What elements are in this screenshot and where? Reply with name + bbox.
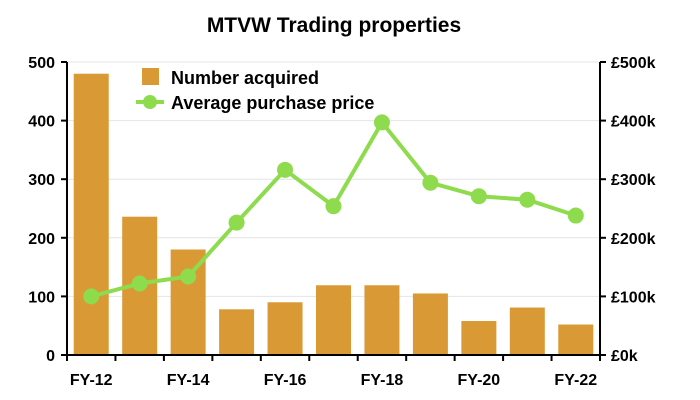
- y-right-tick-label: £500k: [611, 55, 656, 72]
- y-right-tick-label: £300k: [611, 172, 656, 189]
- legend-marker: [143, 95, 157, 109]
- point-fy-20: [470, 188, 487, 205]
- axes: [61, 61, 606, 361]
- legend: Number acquired Average purchase price: [136, 68, 374, 113]
- y-left-tick-label: 0: [46, 348, 55, 365]
- y-right-tick-label: £200k: [611, 231, 656, 248]
- bar-fy-14: [170, 249, 206, 355]
- bar-series: [73, 73, 594, 355]
- bar-fy-15: [219, 309, 255, 355]
- chart-title: MTVW Trading properties: [206, 14, 462, 37]
- bar-fy-21: [509, 307, 545, 355]
- tick-labels: 0 100 200 300 400 500 £0k £100k £200k £300k £400k £…: [28, 55, 655, 389]
- bar-fy-18: [364, 285, 400, 355]
- point-fy-19: [422, 174, 439, 191]
- bar-fy-20: [461, 321, 497, 355]
- point-fy-14: [180, 268, 197, 285]
- point-fy-22: [567, 207, 584, 224]
- point-fy-17: [325, 198, 342, 215]
- legend-bar-swatch: [142, 68, 159, 85]
- y-left-tick-label: 200: [28, 231, 55, 248]
- point-fy-15: [228, 214, 245, 231]
- y-left-tick-label: 100: [28, 289, 55, 306]
- bar-fy-16: [267, 302, 303, 355]
- legend-label-number-acquired: Number acquired: [171, 68, 319, 88]
- x-tick-label: FY-12: [70, 372, 113, 389]
- bar-fy-19: [412, 293, 448, 355]
- y-right-tick-label: £400k: [611, 114, 656, 131]
- x-tick-label: FY-16: [264, 372, 307, 389]
- x-tick-label: FY-22: [554, 372, 597, 389]
- x-tick-label: FY-18: [361, 372, 404, 389]
- point-fy-18: [373, 114, 390, 131]
- y-right-tick-label: £0k: [611, 348, 638, 365]
- bar-fy-17: [316, 285, 351, 355]
- bar-fy-22: [558, 324, 594, 355]
- line-series: [83, 114, 584, 305]
- y-left-tick-label: 300: [28, 172, 55, 189]
- y-left-tick-label: 400: [28, 114, 55, 131]
- point-fy-12: [83, 288, 100, 305]
- point-fy-21: [519, 191, 536, 208]
- point-fy-16: [277, 161, 294, 178]
- point-fy-13: [131, 275, 148, 292]
- x-tick-label: FY-20: [458, 372, 501, 389]
- legend-label-average-purchase-price: Average purchase price: [171, 93, 374, 113]
- x-tick-label: FY-14: [167, 372, 210, 389]
- y-right-tick-label: £100k: [611, 289, 656, 306]
- y-left-tick-label: 500: [28, 55, 55, 72]
- bar-fy-12: [73, 73, 109, 355]
